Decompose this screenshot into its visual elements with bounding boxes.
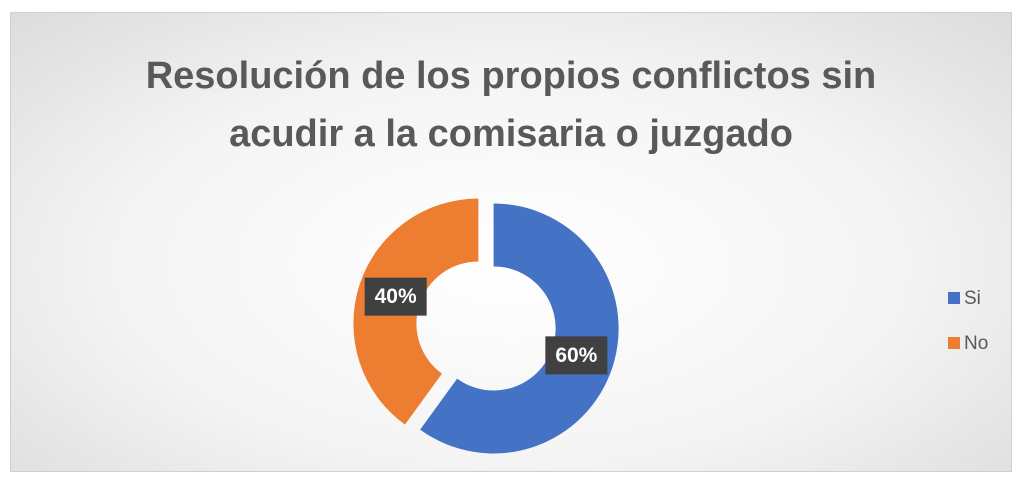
- plot: 60% 40% Si No: [353, 198, 988, 454]
- chart: Resolución de los propios conflictos sin…: [10, 12, 1012, 472]
- data-label: 60%: [555, 344, 597, 367]
- legend-label: Si: [964, 288, 981, 309]
- doughnut-segment: [420, 203, 619, 454]
- legend-swatch: [948, 292, 960, 304]
- data-label: 40%: [375, 285, 417, 308]
- chart-title: Resolución de los propios conflictos sin…: [145, 55, 877, 155]
- legend-label: No: [964, 333, 988, 354]
- data-label-box: [364, 277, 427, 316]
- data-label-box: [545, 336, 608, 375]
- legend-swatch: [948, 337, 960, 349]
